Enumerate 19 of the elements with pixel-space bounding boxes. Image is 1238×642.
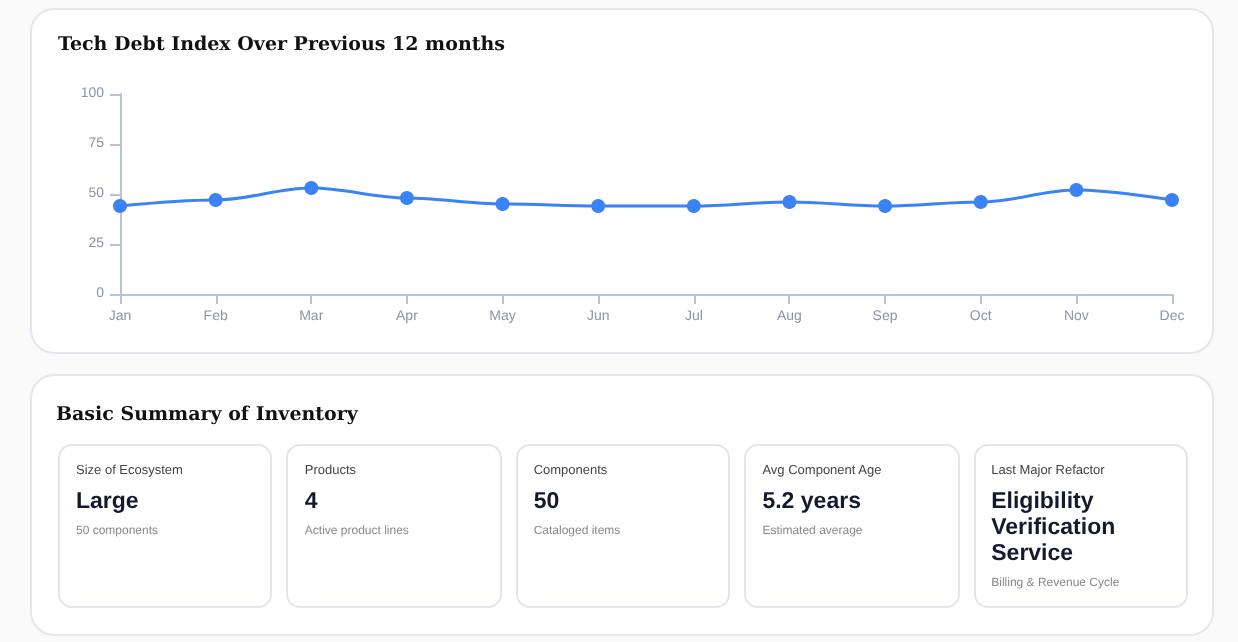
point xyxy=(973,195,988,209)
point xyxy=(304,181,319,195)
text: Large xyxy=(76,490,141,516)
text: 4 xyxy=(304,490,320,516)
text: 50 xyxy=(533,490,562,516)
text: 5.2 years xyxy=(762,490,863,516)
point xyxy=(113,199,127,213)
point xyxy=(782,195,797,209)
point xyxy=(1165,193,1179,207)
point xyxy=(878,199,893,213)
point xyxy=(686,199,701,213)
text: Eligibility Verification Service xyxy=(991,490,1118,568)
point xyxy=(495,197,510,211)
point xyxy=(591,199,606,213)
chart-title: Tech Debt Index Over Previous 12 months xyxy=(58,34,505,56)
point xyxy=(208,193,223,207)
text: Basic Summary of Inventory xyxy=(56,404,358,426)
point xyxy=(1069,183,1084,197)
point xyxy=(399,191,414,205)
